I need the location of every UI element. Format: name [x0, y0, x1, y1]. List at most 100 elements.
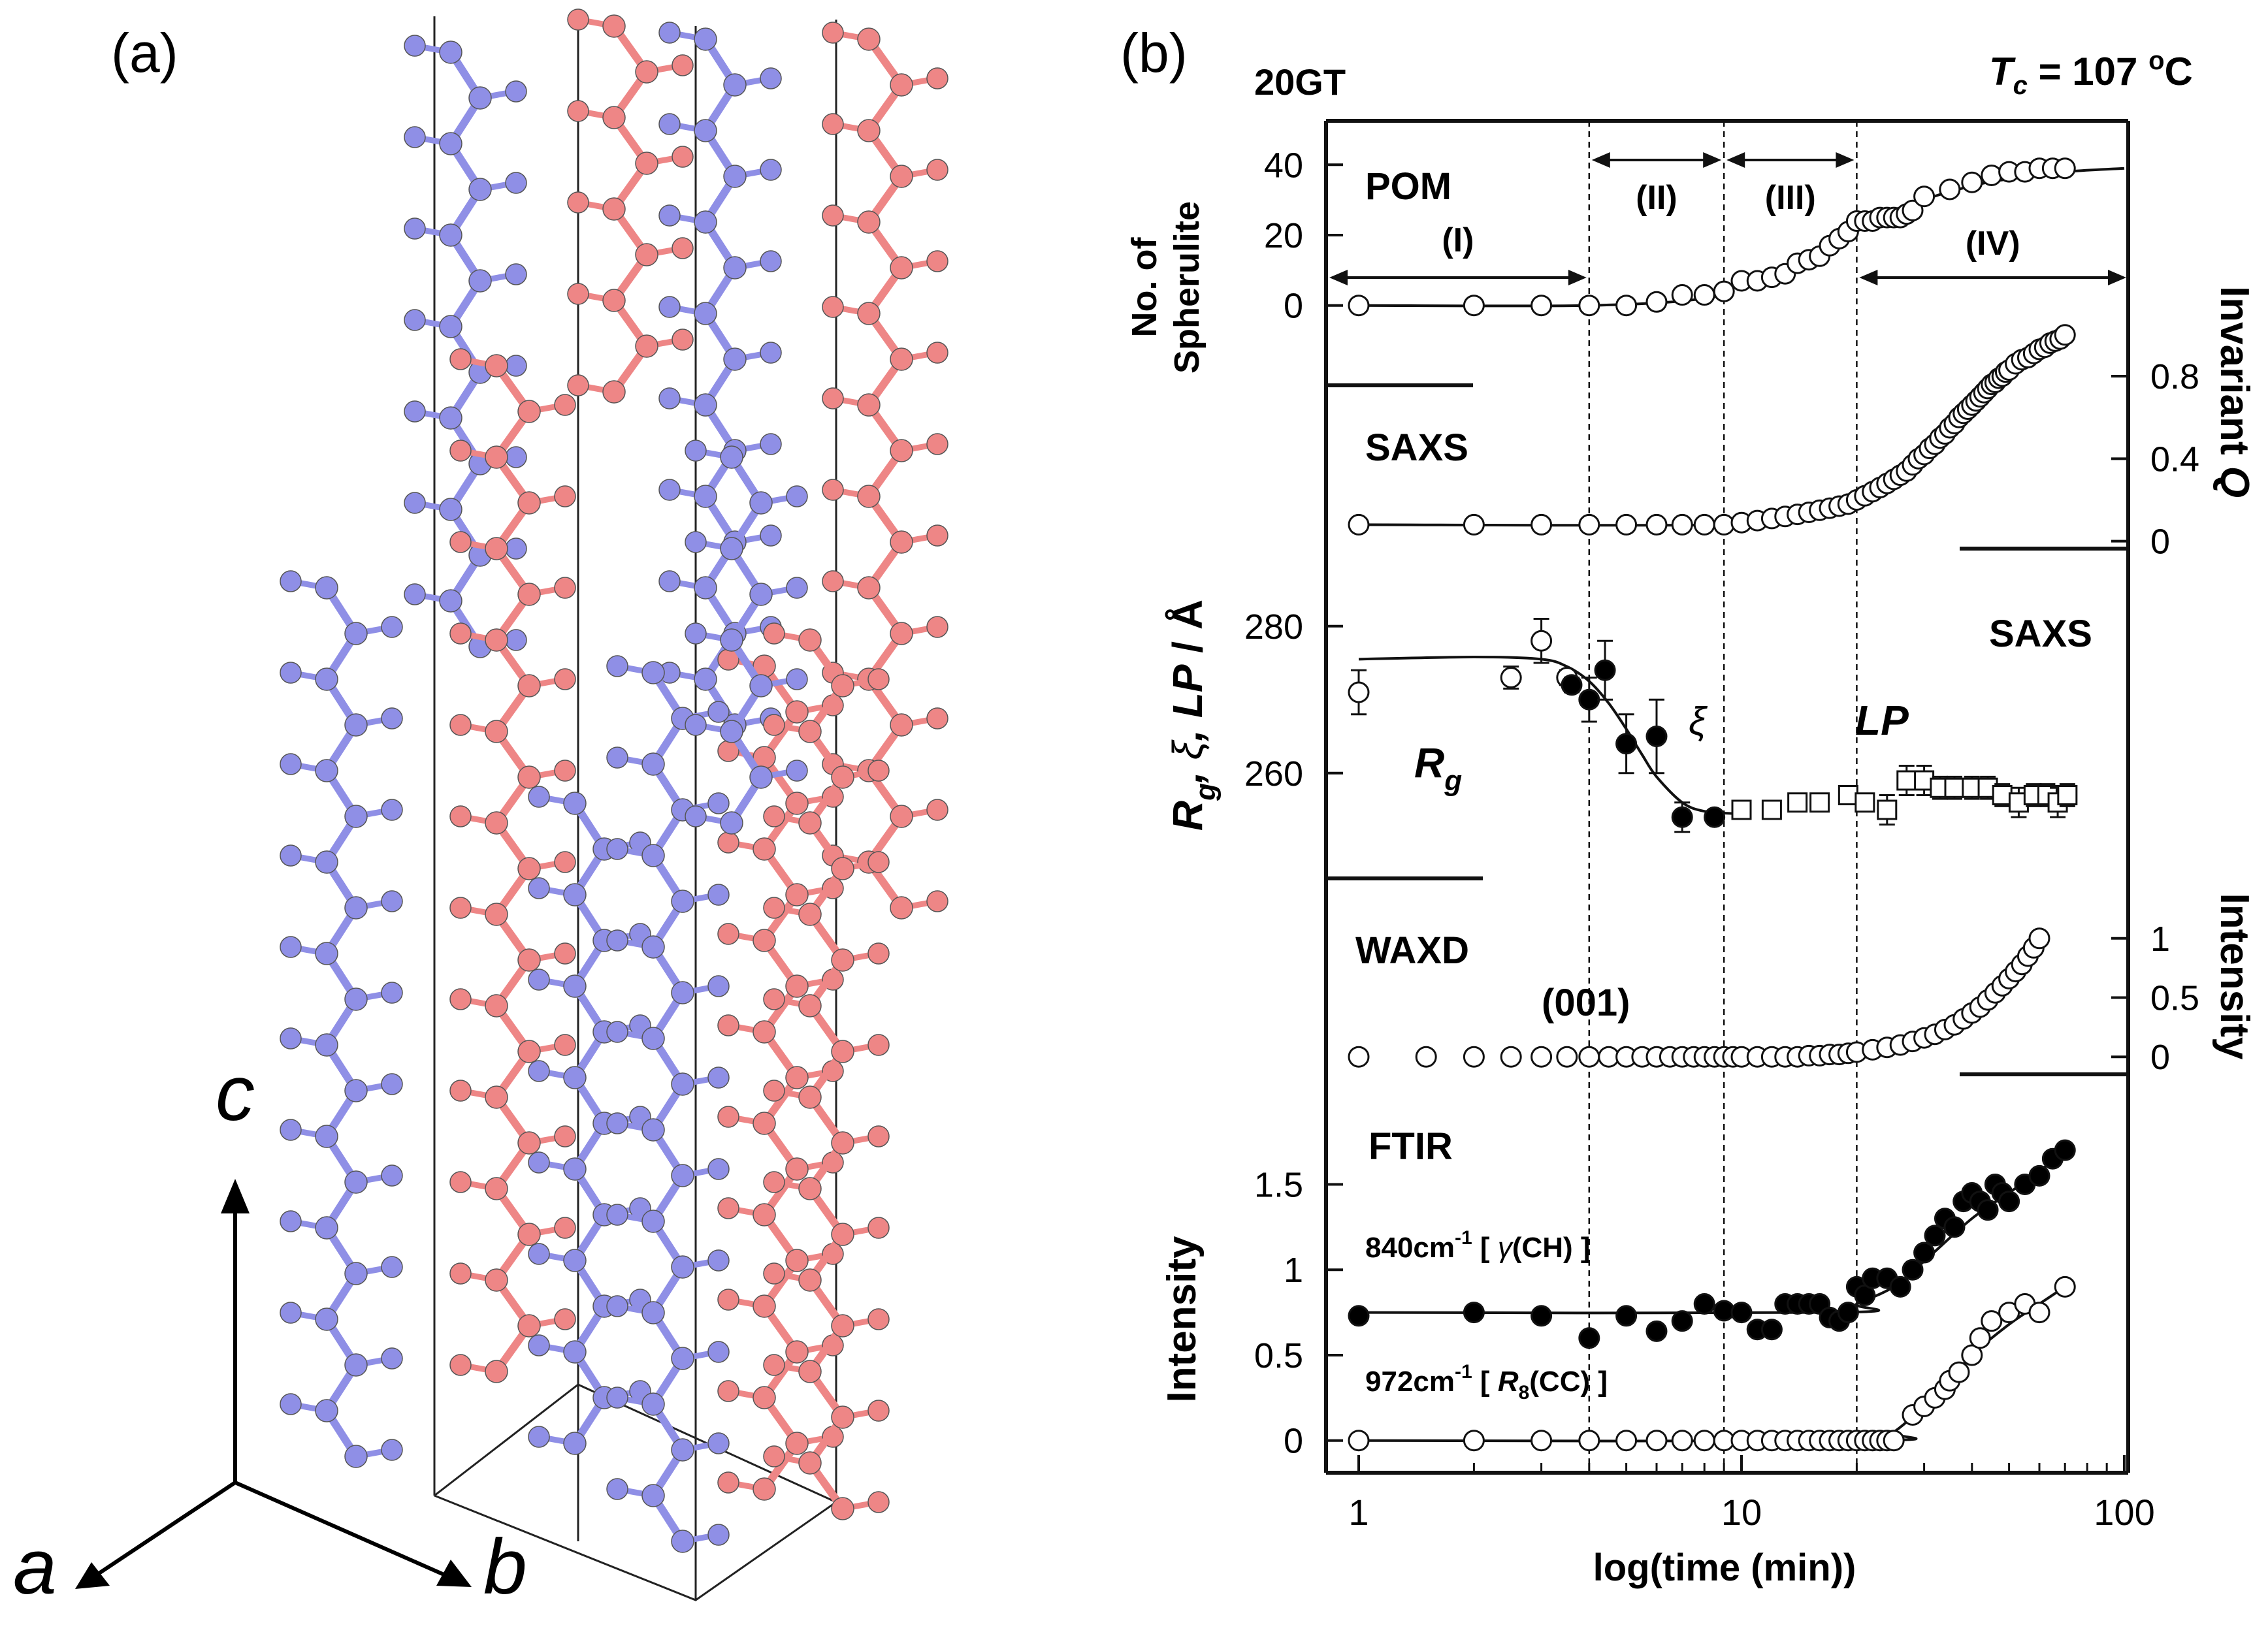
- atom: [381, 890, 403, 912]
- atom: [798, 1177, 822, 1200]
- data-point: [1693, 1293, 1715, 1315]
- ftir-ylabel: Intensity: [1159, 1236, 1205, 1402]
- data-point: [1531, 630, 1553, 652]
- c-axis-label: c: [216, 1050, 255, 1137]
- atom: [641, 1027, 665, 1050]
- atom: [344, 1170, 368, 1194]
- data-point: [1902, 1259, 1924, 1281]
- sample-label: 20GT: [1254, 61, 1346, 103]
- atom: [685, 622, 707, 645]
- atom: [720, 445, 743, 469]
- atom: [280, 570, 302, 592]
- atom: [763, 805, 785, 827]
- data-point-square: [1838, 785, 1858, 805]
- atom: [785, 974, 809, 998]
- phase-label: (IV): [1966, 225, 2020, 263]
- atom: [749, 765, 773, 789]
- atom: [867, 1491, 890, 1513]
- atom: [554, 851, 576, 873]
- atom: [344, 1445, 368, 1468]
- phase-arrow-right-icon: [1568, 270, 1587, 285]
- atom: [785, 792, 809, 815]
- atom: [602, 14, 626, 38]
- atom: [449, 1262, 472, 1285]
- atom: [831, 1497, 854, 1520]
- atom: [786, 668, 808, 690]
- atom: [749, 491, 773, 515]
- data-point: [1671, 1310, 1693, 1332]
- atom: [760, 342, 782, 364]
- atom: [857, 393, 881, 417]
- atom: [404, 309, 426, 331]
- atom: [449, 440, 472, 462]
- atom: [517, 857, 541, 880]
- atom: [831, 948, 854, 972]
- atom: [798, 1268, 822, 1292]
- atom: [641, 844, 665, 867]
- atom: [606, 1478, 628, 1500]
- atom: [449, 1080, 472, 1102]
- phase-label: (III): [1765, 179, 1816, 217]
- phase-label: (I): [1442, 221, 1474, 259]
- atom: [822, 296, 844, 318]
- atom: [671, 890, 694, 913]
- atom: [785, 1340, 809, 1364]
- atom: [798, 720, 822, 743]
- y-tick-label: 20: [1264, 216, 1303, 255]
- atom: [517, 1314, 541, 1338]
- a-axis-arrow: [87, 1481, 236, 1582]
- atom: [485, 1360, 508, 1383]
- atom: [658, 296, 681, 318]
- atom: [831, 1131, 854, 1155]
- atom: [822, 479, 844, 501]
- data-point: [1730, 1302, 1753, 1324]
- atom: [707, 1067, 730, 1089]
- atom: [635, 60, 658, 84]
- atom: [926, 707, 948, 730]
- atom: [554, 942, 576, 965]
- atom: [567, 191, 589, 214]
- atom: [785, 1432, 809, 1455]
- atom: [671, 1530, 694, 1553]
- atom: [485, 720, 508, 743]
- atom: [926, 342, 948, 364]
- atom: [831, 1040, 854, 1063]
- atom: [606, 1295, 628, 1317]
- data-point: [1463, 295, 1485, 317]
- data-point: [2028, 927, 2050, 950]
- data-point: [1977, 1199, 1999, 1221]
- data-point: [1713, 1300, 1735, 1322]
- atom: [485, 1085, 508, 1109]
- data-point: [1645, 1430, 1668, 1452]
- atom: [717, 1471, 739, 1494]
- atom: [658, 570, 681, 592]
- data-point: [1348, 295, 1370, 317]
- atom: [381, 616, 403, 638]
- atom: [315, 667, 338, 691]
- atom: [517, 765, 541, 789]
- atom: [404, 217, 426, 240]
- atom: [606, 838, 628, 860]
- data-point: [1981, 164, 2003, 186]
- atom: [717, 1106, 739, 1128]
- data-point: [1889, 1275, 1911, 1298]
- data-point: [1961, 171, 1983, 193]
- atom: [867, 760, 890, 782]
- atom: [763, 1262, 785, 1285]
- panel-b: (b) 20GT Tc = 107 oC (I) (II) (III) (IV) PO…: [1120, 22, 2257, 1589]
- data-marks: [1348, 157, 2078, 1452]
- atom: [890, 347, 913, 371]
- atom: [602, 106, 626, 129]
- data-point-square: [1877, 799, 1898, 820]
- axis-arrowheads: [75, 1179, 472, 1589]
- atom: [753, 1203, 776, 1227]
- atom: [658, 22, 681, 44]
- atom: [890, 622, 913, 645]
- atom: [694, 302, 717, 325]
- atom: [606, 1387, 628, 1409]
- atom: [404, 126, 426, 148]
- data-point: [1713, 280, 1735, 302]
- phase-arrow-left-icon: [1591, 152, 1610, 168]
- atom: [857, 302, 881, 325]
- atom: [717, 1289, 739, 1311]
